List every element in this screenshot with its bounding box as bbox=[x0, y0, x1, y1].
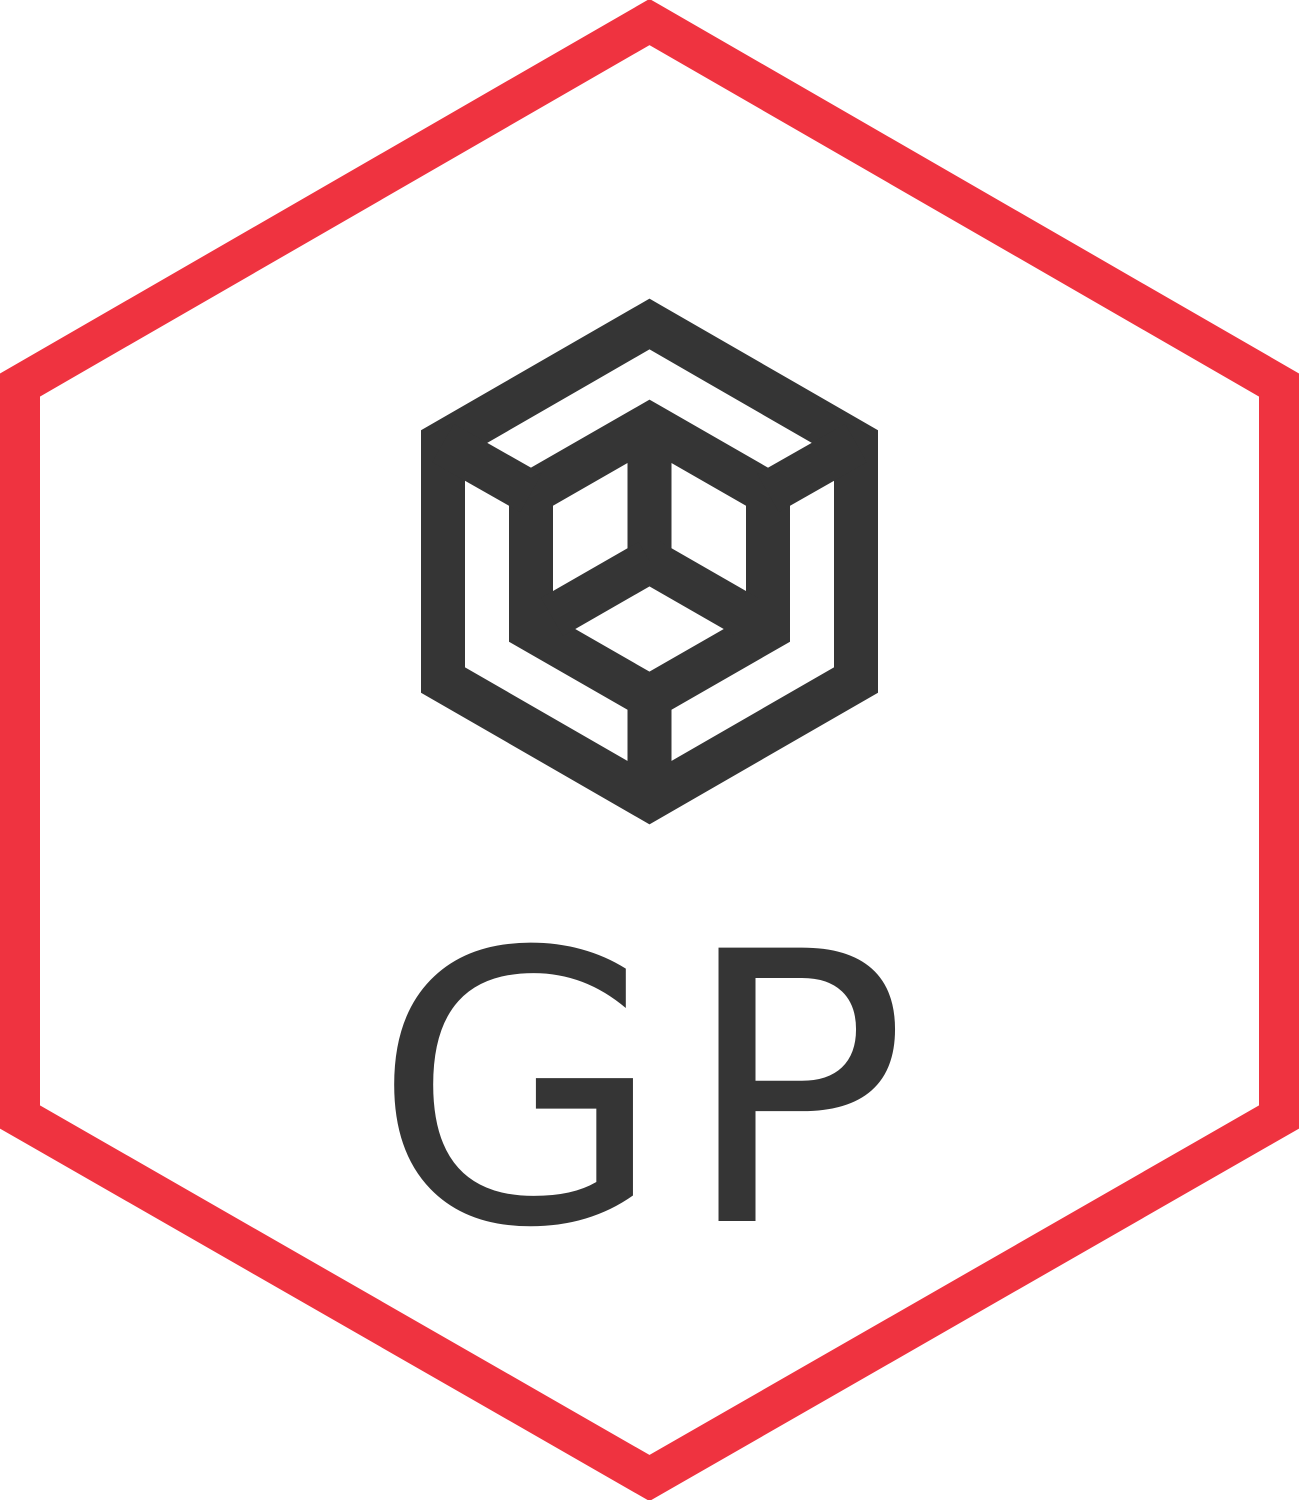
isometric-cube-icon bbox=[421, 298, 878, 825]
monogram-text: GP bbox=[373, 874, 926, 1310]
